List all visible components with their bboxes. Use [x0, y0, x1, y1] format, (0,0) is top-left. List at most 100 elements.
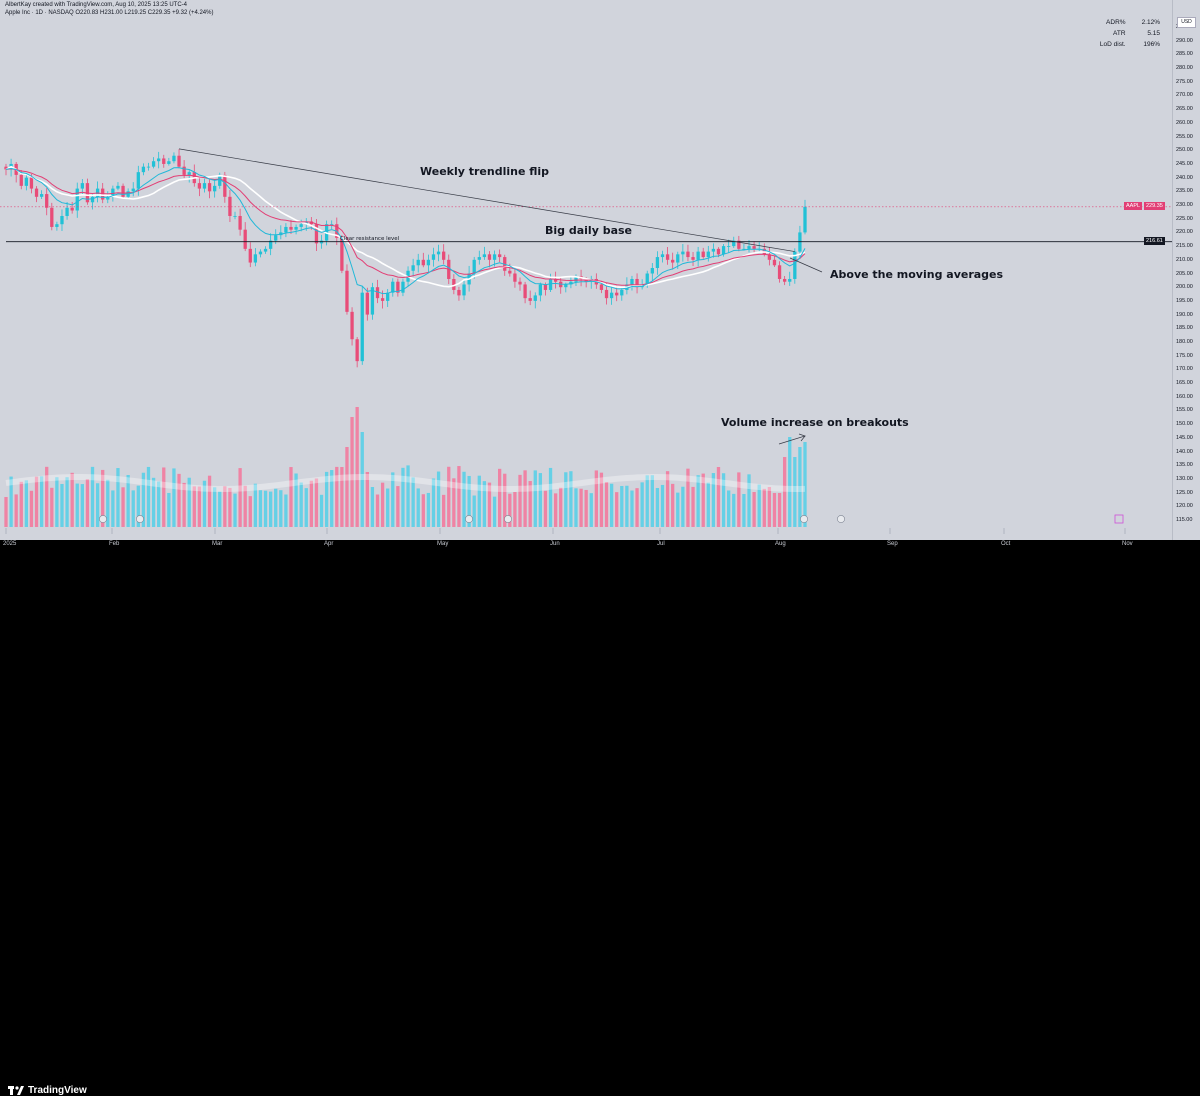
y-tick-label: 140.00 — [1176, 448, 1193, 455]
candle-body — [268, 240, 273, 249]
volume-bar — [721, 473, 726, 527]
volume-bar — [426, 492, 431, 527]
candle-body — [141, 166, 146, 173]
candle-body — [686, 251, 690, 258]
volume-bar — [60, 483, 64, 527]
volume-bar — [172, 468, 176, 527]
candle-body — [727, 246, 731, 247]
volume-bar — [370, 487, 375, 527]
y-tick-label: 225.00 — [1176, 215, 1193, 222]
volume-bar — [711, 473, 716, 527]
x-tick-label: Oct — [1001, 541, 1011, 547]
candle-body — [523, 284, 527, 299]
volume-bar — [508, 493, 512, 527]
volume-bar — [126, 475, 130, 527]
y-tick-label: 290.00 — [1176, 37, 1193, 44]
candle-body — [747, 246, 751, 249]
tradingview-logo[interactable]: TradingView — [8, 1085, 87, 1096]
chart-panel[interactable]: Weekly trendline flip Big daily base Clear… — [0, 0, 1172, 540]
volume-bar — [772, 492, 777, 527]
candle-body — [50, 207, 54, 227]
x-tick-label: Nov — [1122, 541, 1133, 547]
candle-body — [721, 246, 726, 255]
volume-bar — [116, 468, 120, 527]
candle-body — [75, 188, 79, 211]
y-tick-label: 165.00 — [1176, 380, 1193, 387]
volume-bar — [401, 467, 405, 527]
volume-bar — [386, 488, 390, 527]
volume-bar — [513, 492, 517, 527]
candle-body — [508, 270, 512, 274]
volume-bar — [543, 490, 548, 527]
event-marker-icon — [465, 515, 473, 523]
candle-body — [60, 215, 64, 225]
last-price-tag: 229.35 — [1144, 201, 1165, 210]
volume-bar — [213, 487, 217, 527]
volume-bar — [620, 485, 624, 527]
volume-bar — [533, 470, 537, 527]
candle-body — [218, 174, 222, 186]
volume-bar — [391, 472, 395, 527]
candle-body — [650, 268, 654, 274]
candle-body — [314, 224, 319, 244]
candle-body — [681, 251, 685, 255]
candle-body — [243, 229, 247, 249]
candle-body — [604, 289, 609, 299]
candle-body — [238, 215, 242, 230]
candle-body — [274, 235, 278, 241]
price-chart[interactable]: Weekly trendline flip Big daily base Clear… — [0, 0, 1172, 540]
volume-bar — [197, 486, 202, 527]
volume-bar — [106, 479, 110, 527]
candle-body — [767, 254, 772, 260]
volume-bar — [55, 477, 59, 527]
y-tick-label: 195.00 — [1176, 297, 1193, 304]
y-tick-label: 150.00 — [1176, 421, 1193, 428]
candle-body — [436, 251, 441, 255]
candle-body — [691, 257, 695, 260]
volume-bar — [579, 488, 583, 527]
y-tick-label: 190.00 — [1176, 311, 1193, 318]
volume-bar — [569, 471, 573, 527]
candle-body — [788, 278, 792, 282]
candle-body — [676, 254, 680, 263]
candle-body — [752, 246, 756, 249]
candle-body — [233, 215, 237, 217]
indicator-table: ADR% 2.12% ATR 5.15 LoD dist. 196% — [1094, 16, 1166, 51]
volume-bar — [482, 481, 487, 527]
volume-bar — [681, 486, 685, 527]
candle-body — [416, 259, 420, 266]
volume-bar — [50, 487, 54, 527]
volume-bar — [253, 483, 258, 527]
volume-bar — [289, 467, 293, 527]
volume-bar — [650, 475, 654, 527]
y-tick-label: 170.00 — [1176, 366, 1193, 373]
candle-body — [136, 172, 140, 189]
candle-body — [284, 226, 288, 233]
info-key: ATR — [1113, 30, 1126, 37]
volume-bar — [223, 486, 227, 527]
volume-bar — [4, 497, 8, 527]
x-tick-label: Aug — [775, 541, 786, 547]
volume-bar — [29, 490, 34, 527]
price-scale[interactable]: 115.00 120.00 125.00 130.00 135.00 140.00 145.… — [1172, 0, 1200, 540]
volume-bar — [360, 432, 364, 527]
volume-bar — [248, 496, 252, 527]
volume-bar — [9, 476, 13, 527]
y-tick-label: 250.00 — [1176, 147, 1193, 154]
y-tick-label: 205.00 — [1176, 270, 1193, 277]
candle-body — [609, 292, 614, 299]
volume-bar — [706, 482, 710, 527]
candle-body — [660, 254, 665, 258]
candle-body — [187, 172, 191, 175]
volume-bar — [167, 492, 171, 527]
candle-body — [299, 224, 303, 227]
candle-body — [279, 232, 283, 236]
candle-body — [330, 224, 334, 225]
candle-body — [207, 183, 212, 192]
volume-bar — [503, 473, 507, 527]
volume-bar — [467, 475, 471, 527]
currency-button[interactable]: USD — [1177, 17, 1196, 28]
y-tick-label: 155.00 — [1176, 407, 1193, 414]
volume-bar — [80, 484, 84, 527]
volume-bar — [299, 482, 303, 527]
